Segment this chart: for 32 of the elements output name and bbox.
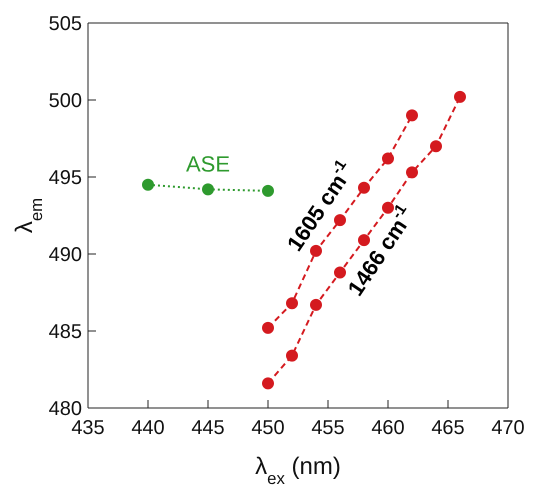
point: [262, 322, 274, 334]
point: [202, 183, 214, 196]
x-tick-label: 440: [131, 417, 165, 440]
x-tick-label: 470: [491, 417, 525, 440]
x-tick-label: 450: [251, 417, 285, 440]
point: [406, 166, 418, 178]
point: [382, 152, 394, 165]
point: [406, 109, 418, 122]
point: [286, 350, 298, 362]
y-tick-label: 485: [48, 321, 82, 344]
point: [262, 377, 274, 390]
x-axis-title: λ$_{ex}$ (nm): [255, 453, 341, 488]
x-tick-label: 445: [191, 417, 225, 440]
x-tick-label: 455: [311, 417, 345, 440]
point: [286, 297, 298, 310]
point: [358, 234, 370, 246]
series-label: ASE: [186, 151, 230, 176]
point: [334, 266, 346, 278]
point: [310, 298, 322, 311]
y-tick-label: 490: [48, 244, 82, 266]
y-tick-label: 505: [48, 13, 82, 36]
point: [454, 90, 466, 103]
point: [142, 178, 154, 191]
x-tick-label: 460: [371, 417, 405, 440]
point: [382, 202, 394, 214]
x-tick-label: 465: [431, 417, 465, 440]
point: [358, 182, 370, 194]
point: [262, 184, 274, 197]
y-tick-label: 495: [48, 167, 82, 190]
point: [430, 140, 442, 152]
y-tick-label: 500: [48, 90, 82, 112]
point: [334, 214, 346, 226]
